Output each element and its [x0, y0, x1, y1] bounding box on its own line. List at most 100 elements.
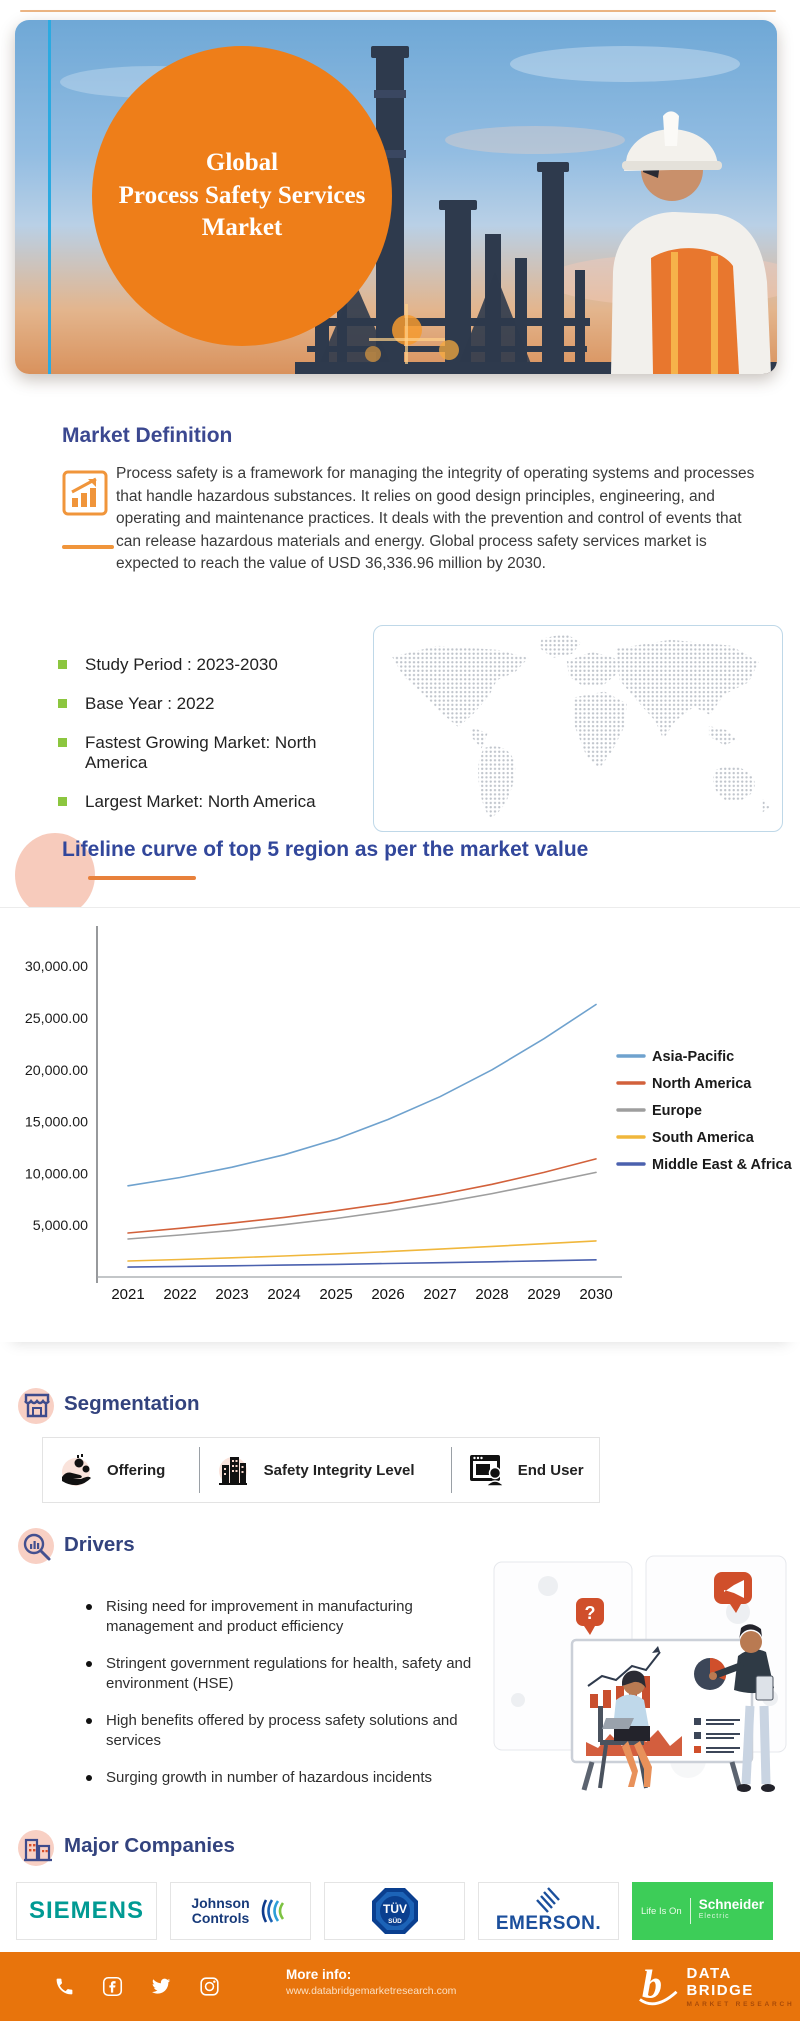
svg-text:2021: 2021 [111, 1286, 144, 1303]
more-info-block: More info: www.databridgemarketresearch.… [286, 1967, 456, 1997]
key-fact-item: Largest Market: North America [50, 792, 380, 812]
square-bullet-icon [58, 660, 67, 669]
driver-item: Rising need for improvement in manufactu… [78, 1597, 478, 1637]
brand-subtitle: MARKET RESEARCH [686, 2000, 795, 2008]
data-bridge-brand: b DATA BRIDGE MARKET RESEARCH [638, 1960, 800, 2012]
svg-text:?: ? [585, 1603, 596, 1623]
driver-item: Surging growth in number of hazardous in… [78, 1768, 478, 1788]
svg-text:2023: 2023 [215, 1286, 248, 1303]
logo-emerson: EMERSON. [478, 1882, 619, 1940]
svg-text:Europe: Europe [652, 1103, 702, 1119]
svg-text:2028: 2028 [475, 1286, 508, 1303]
svg-text:2025: 2025 [319, 1286, 352, 1303]
svg-text:2030: 2030 [579, 1286, 612, 1303]
bullet-icon [86, 1775, 92, 1781]
facebook-icon[interactable] [102, 1976, 123, 1997]
segment-end-user[interactable]: End User [452, 1452, 599, 1488]
brand-name: DATA BRIDGE [686, 1964, 754, 1999]
svg-text:2026: 2026 [371, 1286, 404, 1303]
segment-safety-integrity-level[interactable]: Safety Integrity Level [200, 1451, 451, 1489]
svg-text:Asia-Pacific: Asia-Pacific [652, 1049, 734, 1065]
svg-text:South America: South America [652, 1130, 755, 1146]
svg-text:TÜV: TÜV [383, 1901, 407, 1916]
segmentation-heading: Segmentation [64, 1392, 200, 1415]
bullet-icon [86, 1604, 92, 1610]
key-fact-item: Fastest Growing Market: North America [50, 733, 380, 773]
segment-divider [450, 1447, 452, 1493]
svg-text:2029: 2029 [527, 1286, 560, 1303]
driver-item: Stringent government regulations for hea… [78, 1654, 478, 1694]
svg-text:2024: 2024 [267, 1286, 300, 1303]
company-logo-row: SIEMENS Johnson Controls [16, 1882, 773, 1940]
square-bullet-icon [58, 699, 67, 708]
drivers-heading: Drivers [64, 1533, 135, 1556]
svg-text:20,000.00: 20,000.00 [25, 1063, 88, 1079]
driver-text: High benefits offered by process safety … [106, 1712, 458, 1749]
svg-text:2027: 2027 [423, 1286, 456, 1303]
key-fact-text: Study Period : 2023-2030 [85, 655, 278, 674]
svg-text:25,000.00: 25,000.00 [25, 1011, 88, 1027]
logo-siemens: SIEMENS [16, 1882, 157, 1940]
logo-johnson-controls: Johnson Controls [170, 1882, 311, 1940]
lifeline-line-chart: 5,000.00 10,000.00 15,000.00 20,000.00 25,00… [25, 926, 793, 1303]
square-bullet-icon [58, 738, 67, 747]
data-bridge-logo-icon: b [639, 1962, 678, 2007]
key-fact-text: Fastest Growing Market: North America [85, 733, 317, 772]
hero-banner: Global Process Safety Services Market [15, 20, 777, 374]
key-fact-item: Base Year : 2022 [50, 694, 380, 714]
driver-text: Surging growth in number of hazardous in… [106, 1769, 433, 1786]
johnson-controls-wordmark: Johnson [191, 1895, 250, 1911]
pink-blob-decoration [15, 833, 95, 917]
market-definition-heading: Market Definition [62, 424, 233, 447]
market-definition-body: Process safety is a framework for managi… [116, 465, 755, 572]
svg-text:b: b [642, 1962, 662, 2007]
key-fact-text: Base Year : 2022 [85, 694, 215, 713]
hero-title-line1: Global [205, 149, 279, 177]
lifeline-chart-panel: 5,000.00 10,000.00 15,000.00 20,000.00 25,00… [0, 907, 800, 1342]
svg-text:10,000.00: 10,000.00 [25, 1166, 88, 1182]
major-companies-heading: Major Companies [64, 1834, 235, 1857]
drivers-list: Rising need for improvement in manufactu… [78, 1597, 478, 1805]
offering-hand-icon [62, 1454, 91, 1486]
schneider-tagline: Life Is On [641, 1905, 682, 1917]
emerson-mark-icon [536, 1887, 561, 1913]
driver-text: Rising need for improvement in manufactu… [106, 1598, 413, 1635]
social-links [54, 1975, 220, 1997]
key-fact-item: Study Period : 2023-2030 [50, 655, 380, 675]
world-map-dotted [392, 633, 770, 818]
svg-text:5,000.00: 5,000.00 [33, 1218, 88, 1234]
hero-title-line3: Market [201, 214, 283, 242]
driver-item: High benefits offered by process safety … [78, 1711, 478, 1751]
company-buildings-icon [22, 1832, 54, 1869]
website-link[interactable]: www.databridgemarketresearch.com [286, 1985, 457, 1997]
segmentation-box: Offering Safety Integ [42, 1437, 600, 1503]
bullet-icon [86, 1718, 92, 1724]
johnson-controls-mark-icon [261, 1899, 284, 1923]
logo-schneider-electric: Life Is On Schneider Electric [632, 1882, 773, 1940]
growth-chart-icon [62, 470, 108, 521]
svg-text:15,000.00: 15,000.00 [25, 1115, 88, 1131]
twitter-icon[interactable] [150, 1975, 172, 1997]
bullet-icon [86, 1661, 92, 1667]
hero-title-line2: Process Safety Services [118, 181, 366, 209]
plant-lights [365, 304, 459, 364]
drivers-illustration: ? [488, 1548, 792, 1794]
segment-divider [198, 1447, 200, 1493]
siemens-wordmark: SIEMENS [28, 1897, 145, 1924]
end-user-icon [469, 1455, 506, 1487]
svg-text:SÜD: SÜD [388, 1916, 402, 1925]
orange-dash [62, 545, 114, 549]
svg-text:Middle East & Africa: Middle East & Africa [652, 1157, 793, 1173]
segment-offering[interactable]: Offering [43, 1451, 199, 1489]
instagram-icon[interactable] [199, 1976, 220, 1997]
svg-text:30,000.00: 30,000.00 [25, 959, 88, 975]
svg-text:2022: 2022 [163, 1286, 196, 1303]
segment-label: Offering [107, 1461, 166, 1479]
lifeline-heading: Lifeline curve of top 5 region as per th… [62, 838, 589, 861]
hero-photo-illustration [60, 46, 777, 374]
storefront-icon [22, 1390, 52, 1425]
world-map-card [373, 625, 783, 832]
hero-title: Global Process Safety Services Market [105, 147, 380, 245]
phone-icon[interactable] [54, 1976, 75, 1997]
